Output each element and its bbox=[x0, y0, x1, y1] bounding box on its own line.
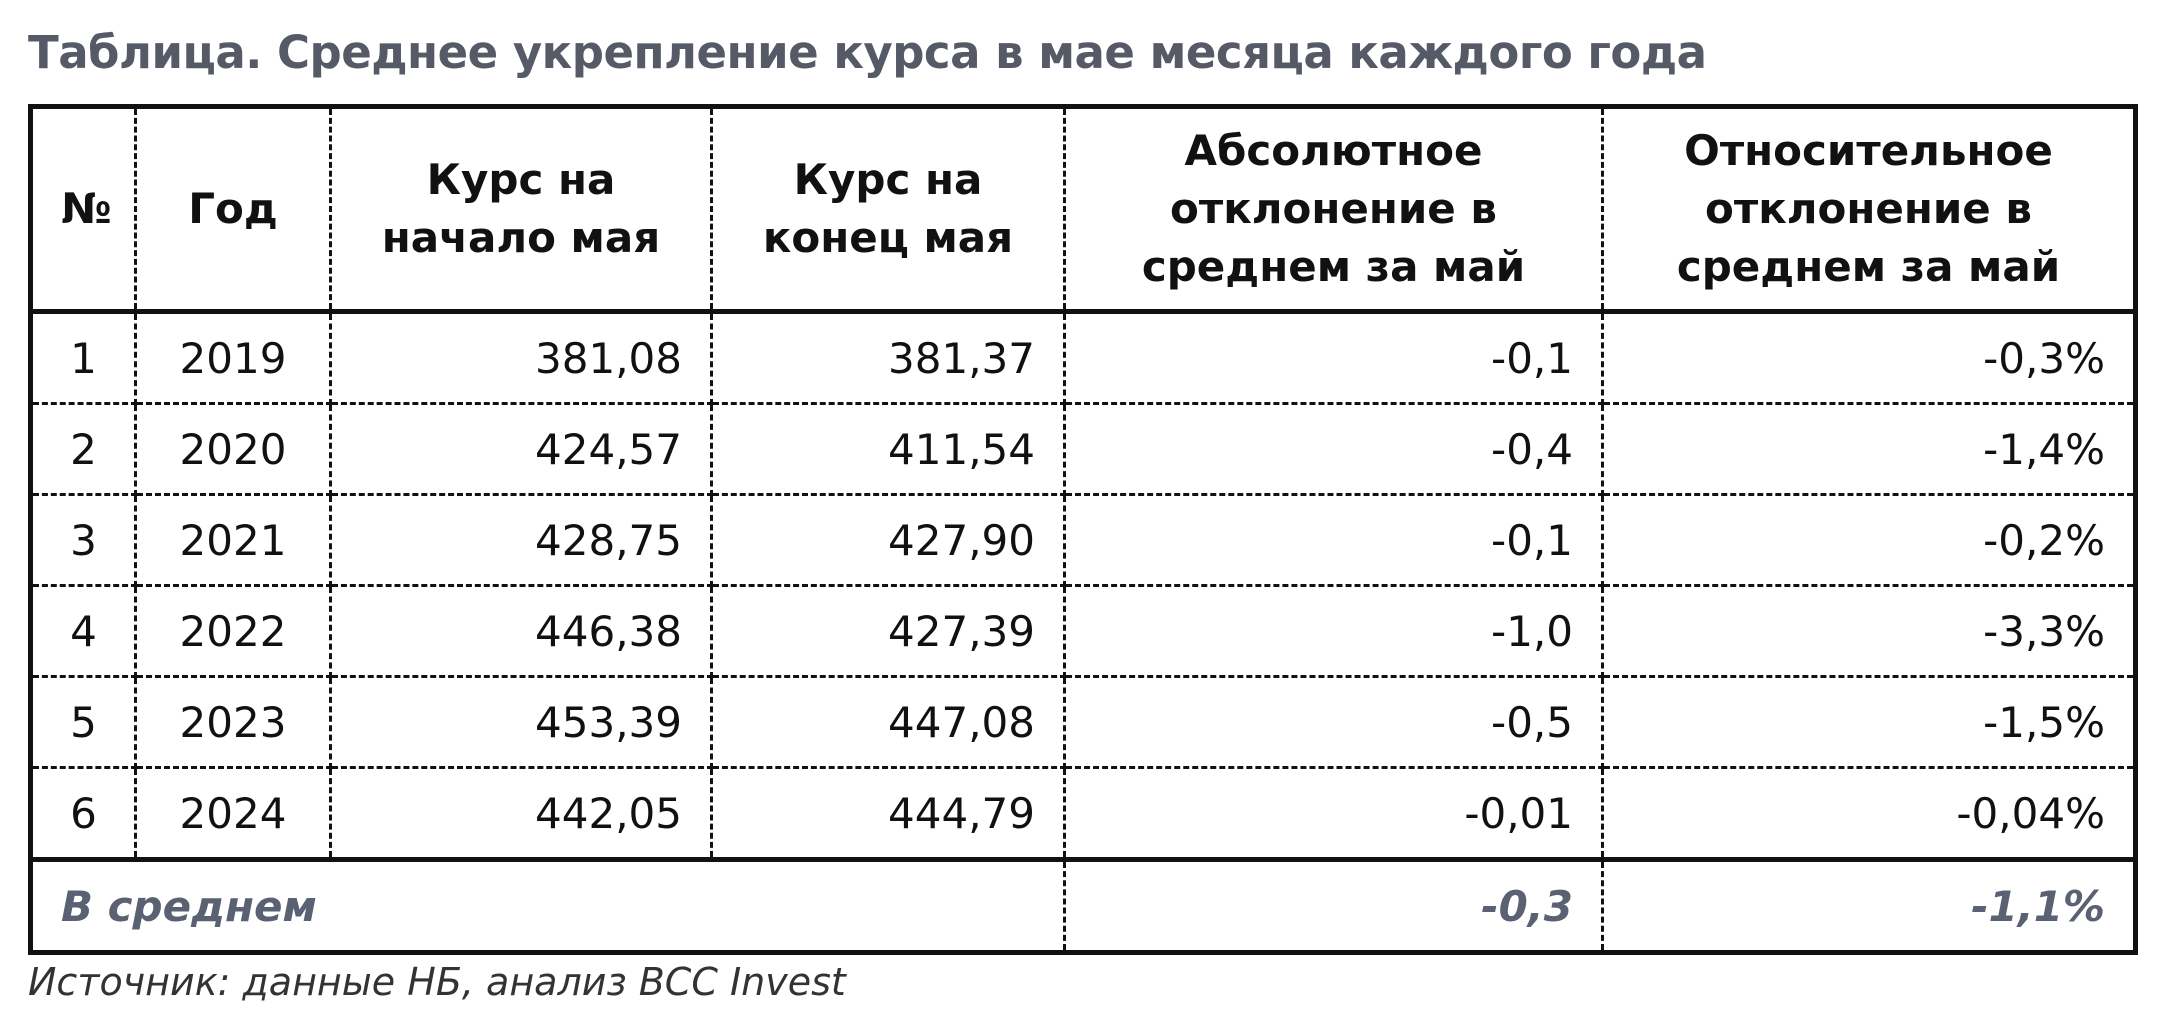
table-cell: 2021 bbox=[134, 493, 332, 587]
table-row: 1 2019 381,08 381,37 -0,1 -0,3% bbox=[29, 310, 2137, 405]
table-cell: 5 bbox=[29, 675, 137, 769]
table-cell: 3 bbox=[29, 493, 137, 587]
table-cell: 381,37 bbox=[710, 310, 1066, 405]
table-row: 5 2023 453,39 447,08 -0,5 -1,5% bbox=[29, 675, 2137, 769]
table-cell: -0,3% bbox=[1601, 310, 2137, 405]
table-cell: -1,4% bbox=[1601, 402, 2137, 496]
footer-row: В среднем -0,3 -1,1% bbox=[29, 857, 2137, 954]
table-cell: 411,54 bbox=[710, 402, 1066, 496]
source-note: Источник: данные НБ, анализ BCC Invest bbox=[28, 960, 846, 1004]
table-body: 1 2019 381,08 381,37 -0,1 -0,3% 2 2020 424,57 411… bbox=[29, 310, 2137, 954]
table-cell: -0,01 bbox=[1063, 766, 1604, 861]
header-cell: № bbox=[29, 105, 137, 314]
table-cell: -3,3% bbox=[1601, 584, 2137, 678]
table-cell: 2 bbox=[29, 402, 137, 496]
footer-value: -1,1% bbox=[1601, 857, 2137, 954]
table-cell: 4 bbox=[29, 584, 137, 678]
data-table: № Год Курс на начало мая Курс на конец мая А… bbox=[28, 104, 2138, 955]
table-cell: -1,0 bbox=[1063, 584, 1604, 678]
table-cell: 427,39 bbox=[710, 584, 1066, 678]
table-cell: 2024 bbox=[134, 766, 332, 861]
table-title: Таблица. Среднее укрепление курса в мае … bbox=[28, 26, 1707, 79]
table-cell: 447,08 bbox=[710, 675, 1066, 769]
footer-label: В среднем bbox=[29, 857, 1066, 954]
table-cell: 453,39 bbox=[329, 675, 713, 769]
table-cell: 442,05 bbox=[329, 766, 713, 861]
table-cell: 2023 bbox=[134, 675, 332, 769]
table-cell: 446,38 bbox=[329, 584, 713, 678]
table-cell: 2020 bbox=[134, 402, 332, 496]
table-cell: -0,5 bbox=[1063, 675, 1604, 769]
header-cell: Курс на начало мая bbox=[329, 105, 713, 314]
footer-value: -0,3 bbox=[1063, 857, 1604, 954]
table-cell: -0,04% bbox=[1601, 766, 2137, 861]
table-cell: -0,4 bbox=[1063, 402, 1604, 496]
table-cell: 381,08 bbox=[329, 310, 713, 405]
table-cell: 2022 bbox=[134, 584, 332, 678]
table-cell: 1 bbox=[29, 310, 137, 405]
table-cell: -1,5% bbox=[1601, 675, 2137, 769]
table-row: 4 2022 446,38 427,39 -1,0 -3,3% bbox=[29, 584, 2137, 678]
table-cell: 427,90 bbox=[710, 493, 1066, 587]
table-row: 2 2020 424,57 411,54 -0,4 -1,4% bbox=[29, 402, 2137, 496]
table-cell: 2019 bbox=[134, 310, 332, 405]
table-row: 6 2024 442,05 444,79 -0,01 -0,04% bbox=[29, 766, 2137, 861]
table-row: 3 2021 428,75 427,90 -0,1 -0,2% bbox=[29, 493, 2137, 587]
table-cell: 444,79 bbox=[710, 766, 1066, 861]
table-cell: 6 bbox=[29, 766, 137, 861]
table-cell: 428,75 bbox=[329, 493, 713, 587]
table-cell: -0,1 bbox=[1063, 310, 1604, 405]
header-row: № Год Курс на начало мая Курс на конец мая А… bbox=[29, 105, 2137, 314]
table-cell: -0,2% bbox=[1601, 493, 2137, 587]
table-cell: 424,57 bbox=[329, 402, 713, 496]
table-cell: -0,1 bbox=[1063, 493, 1604, 587]
header-cell: Абсолютное отклонение в среднем за май bbox=[1063, 105, 1604, 314]
header-cell: Курс на конец мая bbox=[710, 105, 1066, 314]
header-cell: Год bbox=[134, 105, 332, 314]
header-cell: Относительное отклонение в среднем за ма… bbox=[1601, 105, 2137, 314]
